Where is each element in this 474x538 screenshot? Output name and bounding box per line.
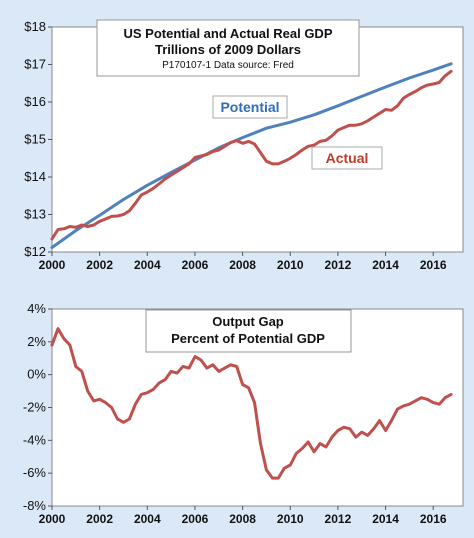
top-title-box (96, 19, 360, 77)
top-chart-title: US Potential and Actual Real GDP (123, 26, 332, 41)
top-y-tick-label: $14 (24, 169, 46, 184)
bottom-chart-subtitle: Percent of Potential GDP (171, 331, 325, 346)
bottom-lines (50, 327, 453, 480)
top-x-tick-label: 2006 (182, 258, 209, 272)
actual-label-box (311, 146, 383, 170)
bottom-series-line-0 (50, 327, 453, 480)
bottom-x-tick-label: 2016 (420, 512, 447, 526)
top-y-tick-label: $12 (24, 244, 46, 259)
top-x-tick-label: 2014 (372, 258, 399, 272)
top-axes: $12 $13 $14 $15 $16 $17 $18 2000 2002 2004 2006 200… (24, 19, 447, 272)
top-y-tick-label: $13 (24, 207, 46, 222)
bottom-x-tick-label: 2014 (372, 512, 399, 526)
bottom-x-tick-label: 2010 (277, 512, 304, 526)
bottom-y-tick-label: 2% (27, 334, 46, 349)
top-y-tick-label: $18 (24, 19, 46, 34)
potential-series-label: Potential (220, 99, 279, 115)
bottom-x-tick-label: 2004 (134, 512, 161, 526)
bottom-chart-title: Output Gap (212, 314, 284, 329)
bottom-x-tick-label: 2002 (86, 512, 113, 526)
top-x-tick-label: 2008 (229, 258, 256, 272)
top-chart-note: P170107-1 Data source: Fred (162, 60, 294, 71)
top-series-line-actual (50, 69, 453, 241)
bottom-y-tick-label: 0% (27, 367, 46, 382)
top-chart-subtitle: Trillions of 2009 Dollars (155, 42, 301, 57)
bottom-y-tick-label: -4% (23, 432, 47, 447)
bottom-y-tick-label: -6% (23, 465, 47, 480)
potential-label-box (212, 95, 288, 119)
top-x-tick-label: 2010 (277, 258, 304, 272)
bottom-y-tick-label: -8% (23, 498, 47, 513)
top-x-tick-label: 2012 (325, 258, 352, 272)
top-x-tick-label: 2004 (134, 258, 161, 272)
bottom-axes: 4% 2% 0% -2% -4% -6% -8%2000 2002 2004 2006 2008 20… (23, 301, 447, 526)
bottom-y-tick-label: 4% (27, 301, 46, 316)
top-y-tick-label: $17 (24, 57, 46, 72)
top-x-tick-label: 2016 (420, 258, 447, 272)
actual-series-label: Actual (326, 150, 369, 166)
top-x-tick-label: 2000 (39, 258, 66, 272)
output-gap-panel: 4% 2% 0% -2% -4% -6% -8%2000 2002 2004 2006 2008 20… (23, 301, 464, 526)
bottom-y-tick-label: -2% (23, 400, 47, 415)
bottom-x-tick-label: 2000 (39, 512, 66, 526)
bottom-title-box (145, 309, 352, 353)
bottom-x-tick-label: 2012 (325, 512, 352, 526)
top-series-line-potential (50, 62, 453, 249)
potential-actual-gdp-panel: $12 $13 $14 $15 $16 $17 $18 2000 2002 2004 2006 200… (24, 19, 464, 272)
bottom-x-tick-label: 2008 (229, 512, 256, 526)
top-y-tick-label: $16 (24, 94, 46, 109)
top-x-tick-label: 2002 (86, 258, 113, 272)
bottom-x-tick-label: 2006 (182, 512, 209, 526)
top-lines (50, 62, 453, 249)
top-y-tick-label: $15 (24, 132, 46, 147)
